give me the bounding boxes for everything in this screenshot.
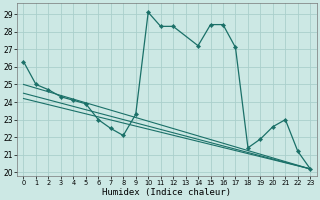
X-axis label: Humidex (Indice chaleur): Humidex (Indice chaleur): [102, 188, 231, 197]
